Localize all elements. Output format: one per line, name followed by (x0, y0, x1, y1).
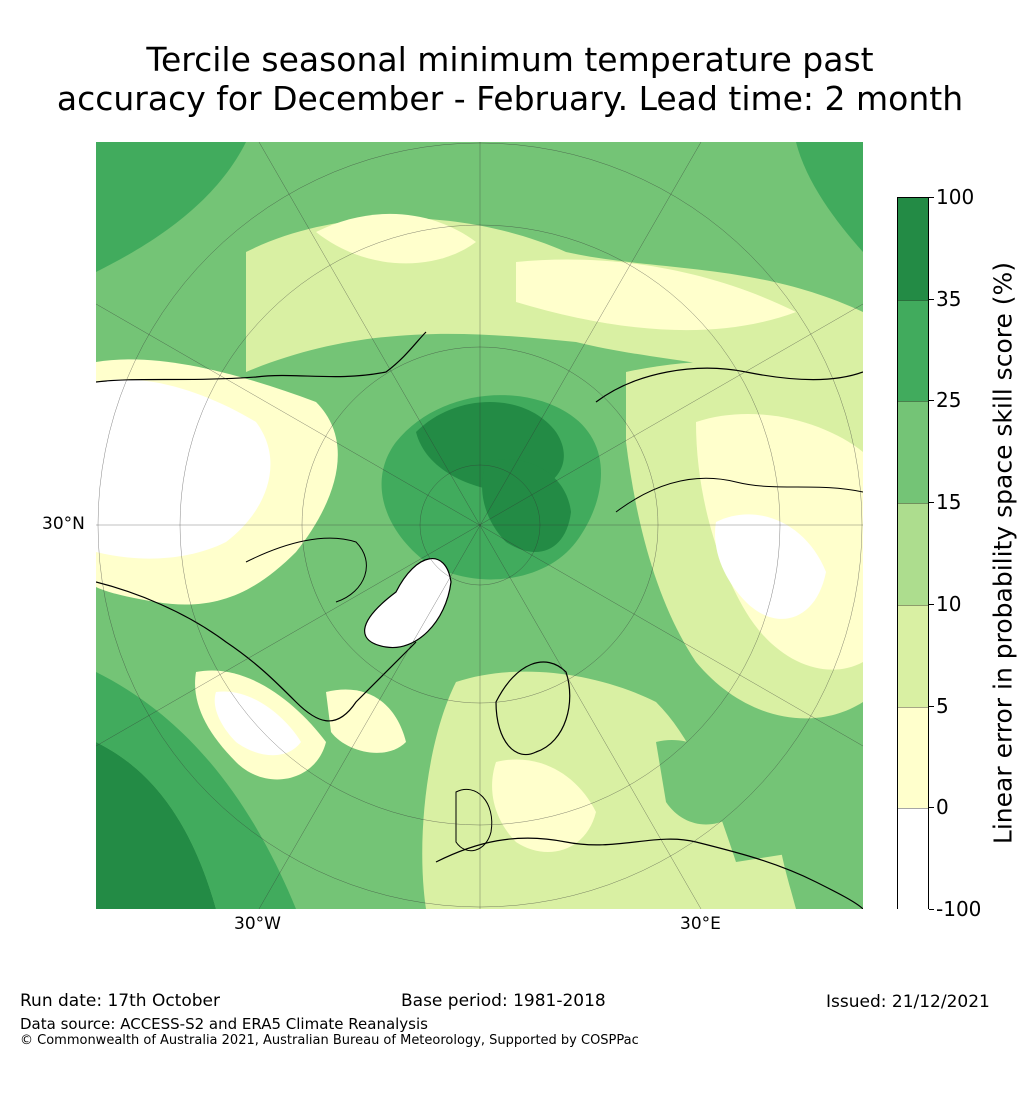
skill-region (492, 759, 596, 852)
title-line-1: Tercile seasonal minimum temperature pas… (146, 40, 874, 79)
copyright: © Commonwealth of Australia 2021, Austra… (20, 1033, 639, 1048)
colorbar-tick-mark (929, 502, 934, 504)
colorbar-tick-label: 0 (936, 795, 949, 820)
polar-map (96, 142, 863, 909)
skill-region (96, 742, 216, 909)
chart-title: Tercile seasonal minimum temperature pas… (0, 40, 1020, 118)
graticule (96, 142, 863, 909)
lon-label-30e: 30°E (680, 914, 721, 934)
colorbar (897, 197, 929, 911)
skill-region (96, 379, 271, 559)
colorbar-segment (898, 503, 928, 606)
colorbar-title: Linear error in probability space skill … (988, 261, 1018, 845)
colorbar-tick-mark (929, 298, 934, 300)
map-svg (96, 142, 863, 909)
skill-region (715, 514, 826, 619)
colorbar-segment (898, 299, 928, 403)
coastline (96, 331, 427, 383)
skill-region (516, 259, 796, 331)
base-period: Base period: 1981-2018 (401, 991, 606, 1011)
greenland (364, 558, 452, 649)
colorbar-segment (898, 401, 928, 505)
colorbar-tick-label: 5 (936, 693, 949, 718)
colorbar-tick-label: 10 (936, 591, 962, 616)
skill-region (656, 740, 746, 825)
skill-region (482, 459, 571, 552)
colorbar-segment (898, 198, 928, 300)
run-date: Run date: 17th October (20, 991, 220, 1011)
lon-label-30w: 30°W (234, 914, 281, 934)
colorbar-tick-mark (929, 807, 934, 809)
coastline (455, 788, 493, 852)
skill-region (214, 691, 301, 756)
title-line-2: accuracy for December - February. Lead t… (56, 79, 964, 118)
coastline (615, 477, 863, 513)
coastline (495, 661, 571, 756)
data-source: Data source: ACCESS-S2 and ERA5 Climate … (20, 1015, 428, 1033)
colorbar-tick-label: -100 (936, 897, 982, 921)
colorbar-segment (898, 808, 928, 911)
colorbar-tick-mark (929, 197, 934, 198)
skill-region (796, 142, 863, 252)
skill-region (96, 672, 296, 909)
colorbar-tick-label: 35 (936, 286, 962, 311)
skill-region (776, 799, 863, 909)
colorbar-tick-mark (929, 603, 934, 605)
colorbar-tick-label: 100 (936, 185, 975, 209)
colorbar-tick-mark (929, 705, 934, 707)
coastline (595, 367, 863, 403)
skill-region (96, 142, 246, 272)
lat-label-30n: 30°N (42, 514, 85, 534)
colorbar-tick-mark (929, 909, 934, 910)
coastline (435, 837, 863, 909)
colorbar-tick-mark (929, 400, 934, 402)
coastline (245, 537, 367, 603)
issued-date: Issued: 21/12/2021 (826, 992, 990, 1012)
colorbar-segment (898, 604, 928, 708)
skill-region (316, 213, 476, 264)
colorbar-tick-label: 25 (936, 388, 962, 413)
skill-region (326, 689, 406, 753)
coastline (96, 581, 417, 722)
colorbar-segment (898, 706, 928, 810)
colorbar-tick-label: 15 (936, 490, 962, 515)
